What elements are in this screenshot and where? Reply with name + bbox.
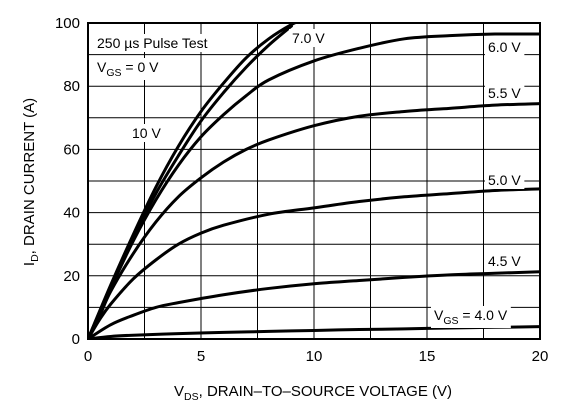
curve-label-3: 5.5 V <box>485 84 525 102</box>
label-background <box>485 84 525 102</box>
y-tick-label: 80 <box>63 78 80 95</box>
annotation-vgs: VGS = 0 V <box>97 59 159 79</box>
series-label: 7.0 V <box>292 30 325 46</box>
annotation-background <box>94 34 211 52</box>
label-background <box>485 38 525 56</box>
series-label: 4.5 V <box>488 253 521 269</box>
curve-label-1: 4.5 V <box>485 252 525 270</box>
y-tick-label: 60 <box>63 141 80 158</box>
curve-label-2: 5.0 V <box>485 171 525 189</box>
x-tick-label: 5 <box>197 348 205 365</box>
x-tick-label: 10 <box>306 348 323 365</box>
curve-label-5: 7.0 V <box>289 29 329 47</box>
series-line-2 <box>88 187 540 339</box>
x-tick-label: 20 <box>532 348 549 365</box>
tick-labels: 0 5 10 15 20 0 20 40 60 80 100 <box>55 15 548 365</box>
series-label: 6.0 V <box>488 39 521 55</box>
series-label: 5.5 V <box>488 85 521 101</box>
curve-label-6: 10 V <box>129 124 165 142</box>
series-label: 10 V <box>132 125 161 141</box>
curve-label-4: 6.0 V <box>485 38 525 56</box>
annotation-background <box>94 58 163 80</box>
x-tick-label: 15 <box>419 348 436 365</box>
y-axis-title: ID, DRAIN CURRENT (A) <box>21 98 41 266</box>
y-tick-label: 100 <box>55 15 80 32</box>
series-label: 5.0 V <box>488 172 521 188</box>
plot-frame <box>87 22 541 340</box>
label-background <box>129 124 165 142</box>
annotation-pulse-test: 250 µs Pulse Test <box>97 35 208 51</box>
curve-labels: VGS = 4.0 V 4.5 V 5.0 V 5.5 V 6.0 V 7.0 V 10 V <box>129 29 525 328</box>
series-line-4 <box>88 32 540 339</box>
label-background <box>485 171 525 189</box>
series-line-1 <box>88 270 540 339</box>
series-line-3 <box>88 102 540 339</box>
series-label: VGS = 4.0 V <box>434 307 508 327</box>
label-background <box>431 306 511 328</box>
y-tick-label: 40 <box>63 205 80 222</box>
x-tick-label: 0 <box>84 348 92 365</box>
y-tick-label: 0 <box>72 331 80 348</box>
x-axis-title: VDS, DRAIN–TO–SOURCE VOLTAGE (V) <box>174 383 452 403</box>
series-line-6 <box>88 23 299 339</box>
label-background <box>289 29 329 47</box>
curve-label-0: VGS = 4.0 V <box>431 306 511 328</box>
label-background <box>485 252 525 270</box>
y-tick-label: 20 <box>63 268 80 285</box>
